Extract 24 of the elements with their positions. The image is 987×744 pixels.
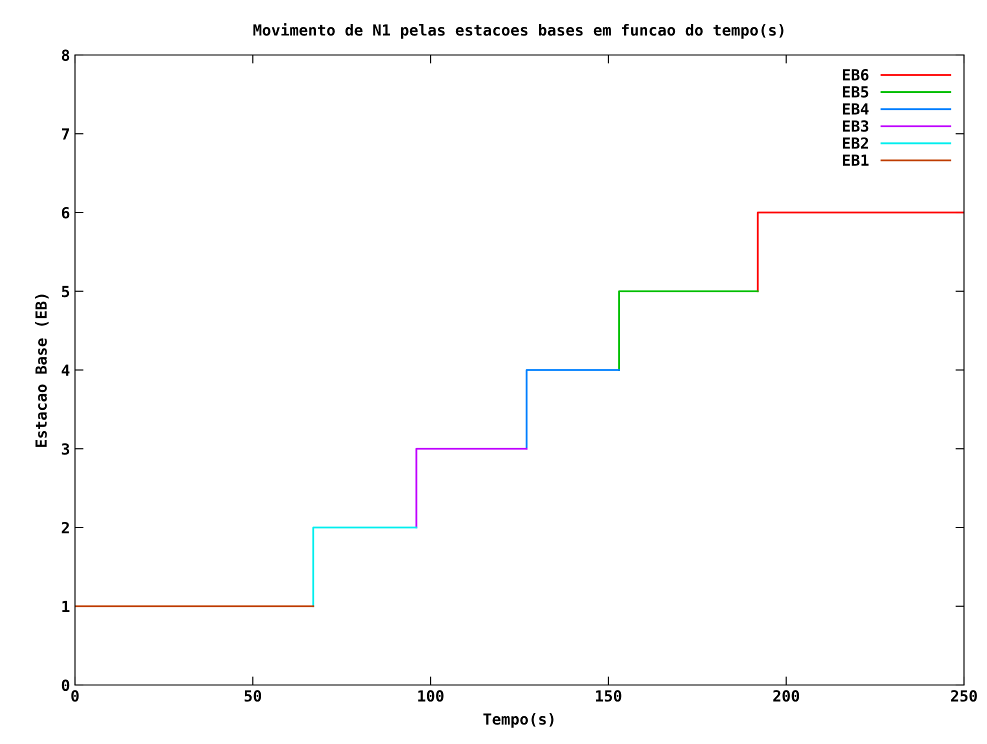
y-tick-label: 1 [62, 600, 70, 612]
legend-label: EB4 [842, 103, 869, 115]
chart-title: Movimento de N1 pelas estacoes bases em funcao do tempo(s) [253, 23, 784, 39]
y-tick-label: 4 [62, 364, 70, 376]
x-tick-label: 50 [244, 690, 262, 702]
y-tick-label: 2 [62, 522, 69, 534]
legend-label: EB2 [842, 137, 868, 149]
y-axis-title: Estacao Base (EB) [35, 294, 49, 447]
y-tick-label: 5 [62, 286, 70, 298]
x-tick-label: 150 [596, 690, 622, 702]
y-tick-label: 0 [62, 679, 70, 692]
x-tick-label: 200 [773, 690, 800, 702]
y-tick-label: 8 [62, 49, 70, 62]
legend-label: EB6 [842, 69, 868, 81]
x-axis-title: Tempo(s) [483, 712, 554, 728]
y-tick-label: 6 [62, 206, 70, 219]
x-tick-label: 100 [418, 690, 444, 702]
x-tick-label: 250 [951, 690, 977, 702]
legend-label: EB1 [842, 154, 869, 166]
y-tick-label: 3 [62, 443, 70, 455]
x-tick-label: 0 [71, 690, 79, 702]
y-tick-label: 7 [62, 128, 69, 140]
legend-label: EB3 [842, 120, 868, 132]
legend-label: EB5 [842, 86, 868, 98]
